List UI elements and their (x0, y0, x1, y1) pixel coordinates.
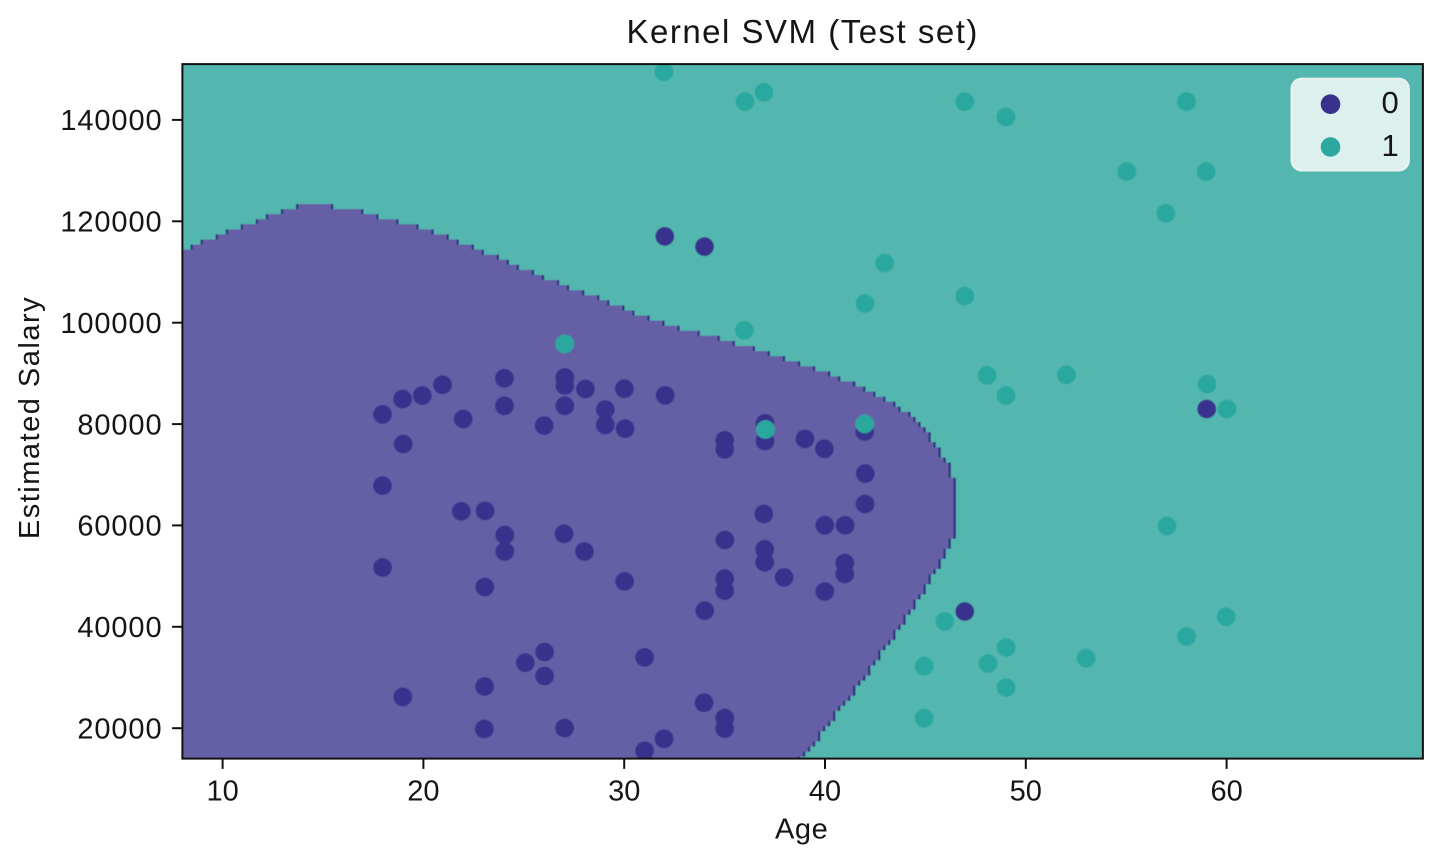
svg-text:Estimated Salary: Estimated Salary (14, 296, 46, 539)
svg-text:40: 40 (809, 776, 841, 808)
svg-text:40000: 40000 (77, 612, 162, 644)
svg-text:140000: 140000 (60, 105, 162, 137)
svg-text:10: 10 (206, 776, 238, 808)
svg-text:20000: 20000 (77, 713, 162, 745)
svg-text:30: 30 (608, 776, 640, 808)
svg-text:100000: 100000 (60, 308, 162, 340)
svg-text:Kernel SVM (Test set): Kernel SVM (Test set) (626, 13, 978, 50)
svg-text:0: 0 (1382, 85, 1399, 120)
svg-text:60: 60 (1210, 776, 1242, 808)
svg-text:20: 20 (407, 776, 439, 808)
svg-text:80000: 80000 (77, 409, 162, 441)
svg-text:120000: 120000 (60, 207, 162, 239)
svg-text:50: 50 (1010, 776, 1042, 808)
svg-text:1: 1 (1382, 128, 1399, 163)
svg-text:60000: 60000 (77, 511, 162, 543)
svg-text:Age: Age (775, 814, 828, 846)
